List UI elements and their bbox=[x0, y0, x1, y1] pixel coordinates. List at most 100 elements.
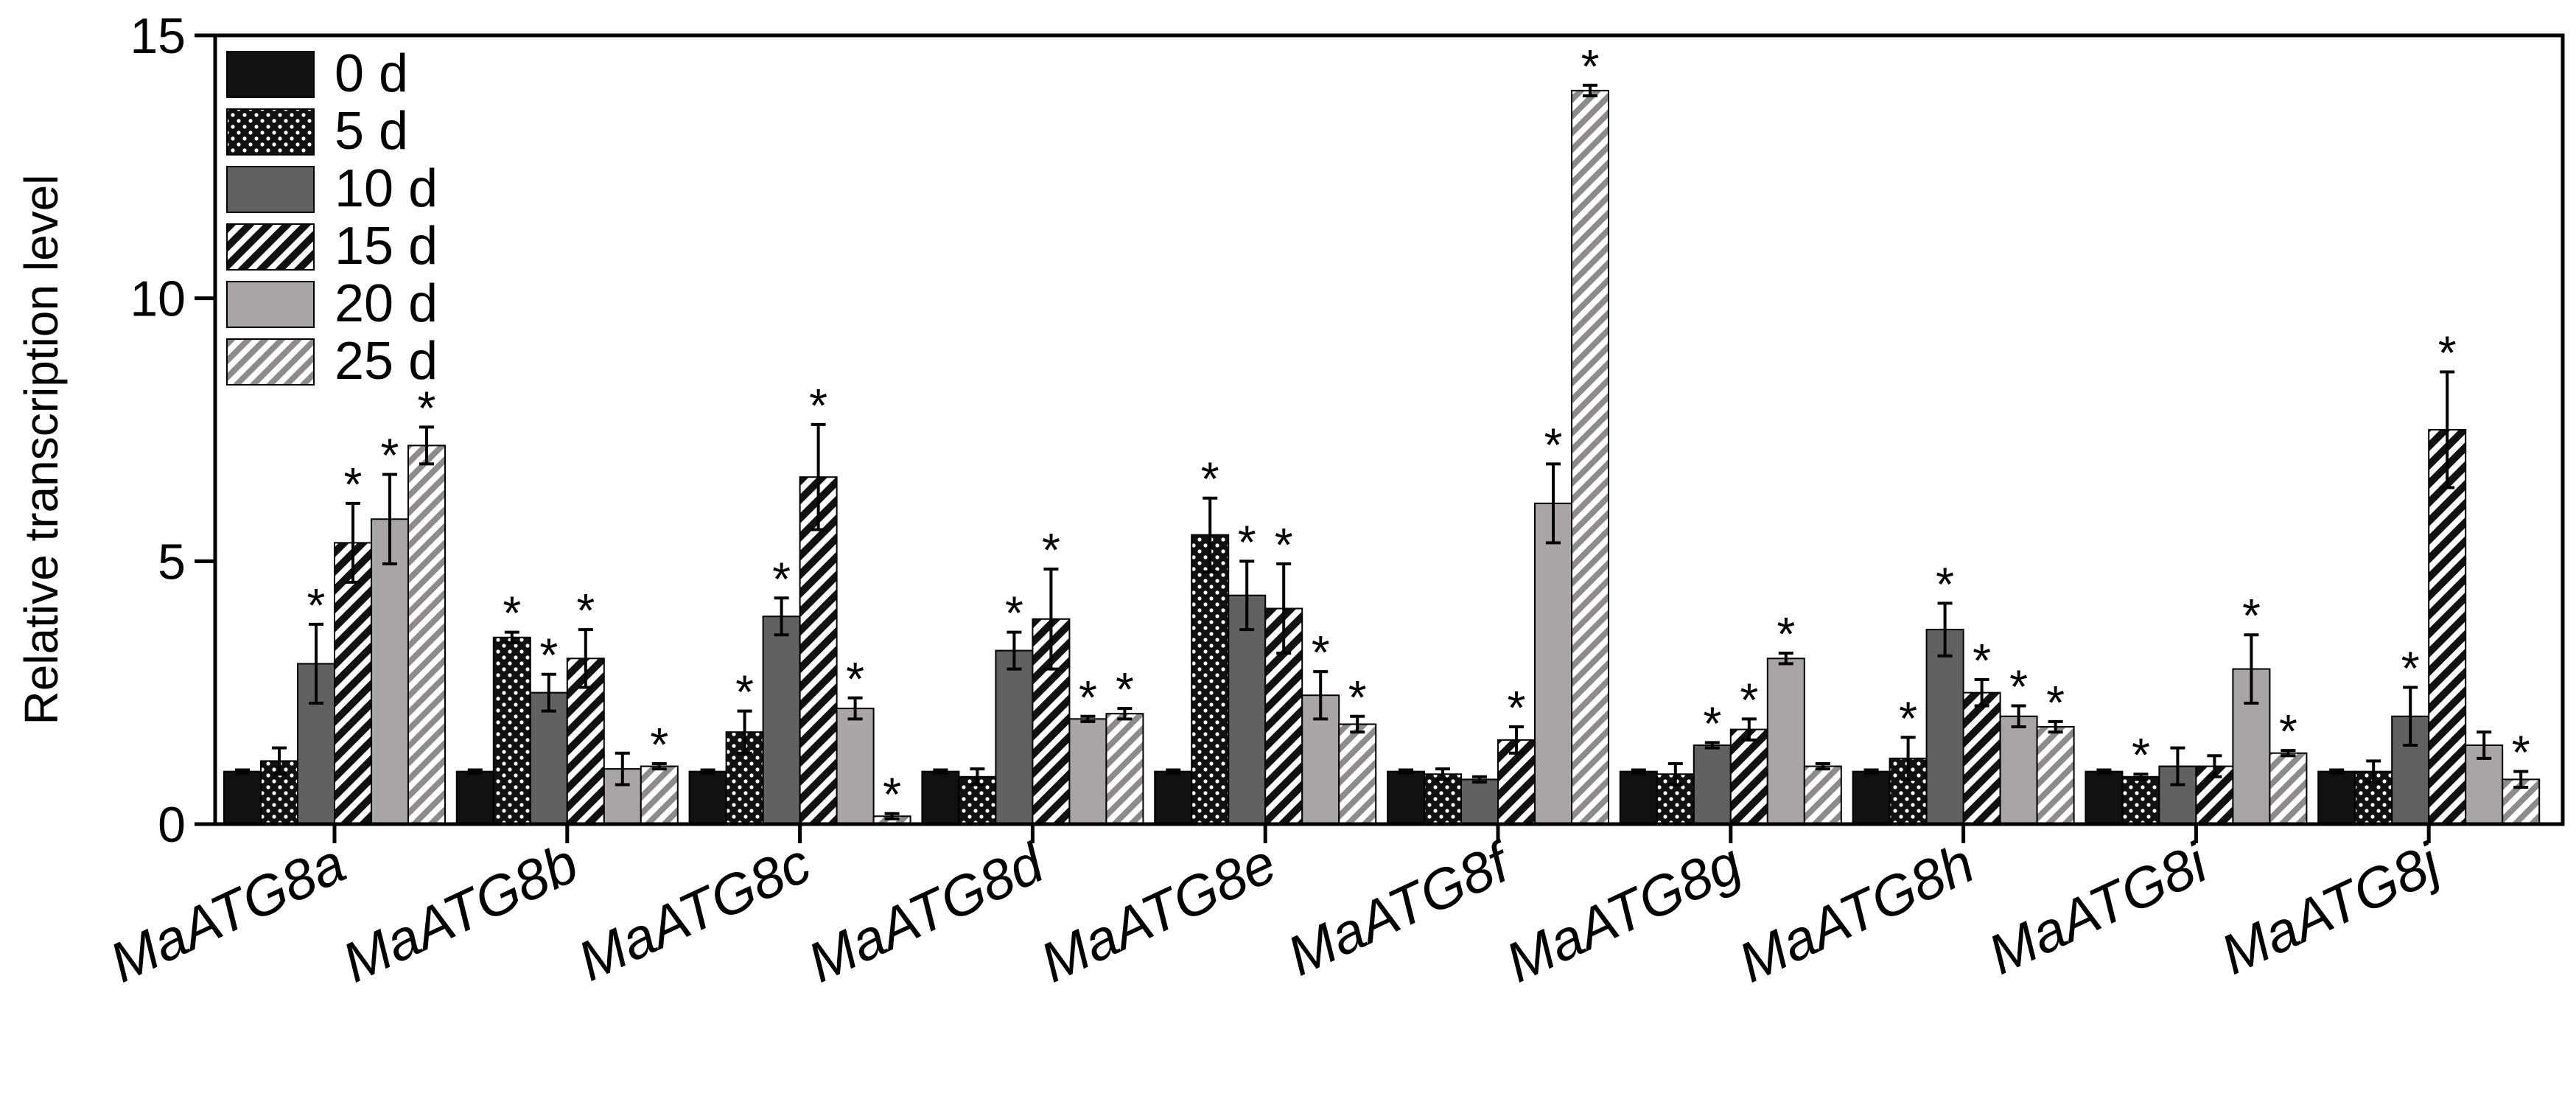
legend-label-15d: 15 d bbox=[335, 217, 438, 276]
bar-MaATG8e-10d bbox=[1228, 594, 1267, 825]
error-bar-MaATG8g-25d bbox=[1815, 761, 1830, 771]
bar-MaATG8g-0d bbox=[1619, 770, 1658, 825]
legend-label-25d: 25 d bbox=[335, 332, 438, 391]
bar-MaATG8b-0d bbox=[455, 770, 494, 825]
bar-MaATG8i-25d bbox=[2269, 752, 2308, 826]
error-bar-MaATG8g-20d bbox=[1778, 652, 1793, 666]
x-tick-label-6: MaATG8g bbox=[1497, 831, 1751, 994]
x-tick-label-3: MaATG8d bbox=[799, 831, 1054, 994]
bar-MaATG8c-0d bbox=[688, 770, 727, 825]
y-tick-label-3: 15 bbox=[130, 8, 186, 64]
error-bar-MaATG8h-25d bbox=[2048, 719, 2063, 734]
error-bar-MaATG8a-15d bbox=[346, 501, 360, 584]
significance-mark-MaATG8a-20d: * bbox=[381, 429, 399, 482]
error-bar-MaATG8f-25d bbox=[1583, 83, 1597, 98]
y-tick-label-1: 5 bbox=[158, 534, 186, 590]
legend-swatch-10d bbox=[226, 166, 315, 213]
error-bar-MaATG8d-25d bbox=[1117, 707, 1133, 721]
error-bar-MaATG8e-0d bbox=[1166, 768, 1181, 775]
significance-mark-MaATG8c-5d: * bbox=[735, 666, 754, 719]
x-tick-label-9: MaATG8j bbox=[2212, 831, 2451, 986]
significance-mark-MaATG8i-25d: * bbox=[2279, 705, 2297, 758]
error-bar-MaATG8c-10d bbox=[774, 596, 789, 637]
significance-mark-MaATG8h-20d: * bbox=[2009, 660, 2028, 714]
x-tick-label-8: MaATG8i bbox=[1979, 831, 2218, 986]
legend-label-0d: 0 d bbox=[335, 44, 408, 103]
bar-MaATG8e-25d bbox=[1338, 723, 1377, 826]
bar-MaATG8f-25d bbox=[1571, 89, 1609, 825]
bar-MaATG8e-5d bbox=[1191, 534, 1230, 826]
significance-mark-MaATG8a-15d: * bbox=[344, 458, 363, 511]
significance-mark-MaATG8i-5d: * bbox=[2132, 728, 2150, 781]
bar-MaATG8g-15d bbox=[1729, 728, 1768, 825]
significance-mark-MaATG8h-5d: * bbox=[1899, 691, 1917, 744]
significance-mark-MaATG8e-20d: * bbox=[1312, 626, 1330, 679]
significance-mark-MaATG8c-15d: * bbox=[809, 379, 827, 432]
significance-mark-MaATG8a-25d: * bbox=[418, 381, 436, 434]
error-bar-MaATG8c-0d bbox=[700, 768, 715, 775]
error-bar-MaATG8f-5d bbox=[1435, 767, 1450, 781]
significance-mark-MaATG8h-25d: * bbox=[2046, 676, 2065, 729]
significance-mark-MaATG8e-15d: * bbox=[1275, 518, 1293, 571]
error-bars bbox=[235, 83, 2529, 820]
error-bar-MaATG8f-10d bbox=[1472, 775, 1487, 784]
bar-MaATG8g-10d bbox=[1693, 744, 1732, 825]
significance-mark-MaATG8c-20d: * bbox=[846, 652, 864, 705]
error-bar-MaATG8a-20d bbox=[382, 472, 397, 565]
significance-mark-MaATG8b-25d: * bbox=[650, 718, 668, 771]
x-tick-label-2: MaATG8c bbox=[569, 831, 820, 993]
bar-MaATG8h-20d bbox=[1999, 715, 2038, 825]
bar-MaATG8d-0d bbox=[921, 770, 960, 825]
bar-MaATG8h-10d bbox=[1925, 629, 1964, 825]
error-bar-MaATG8c-15d bbox=[811, 422, 826, 531]
significance-mark-MaATG8f-20d: * bbox=[1544, 418, 1563, 471]
error-bar-MaATG8g-10d bbox=[1704, 741, 1720, 750]
bar-MaATG8a-25d bbox=[407, 444, 446, 825]
error-bar-MaATG8i-25d bbox=[2281, 749, 2296, 758]
error-bar-MaATG8i-0d bbox=[2096, 768, 2112, 775]
error-bar-MaATG8a-5d bbox=[272, 746, 287, 776]
error-bar-MaATG8b-5d bbox=[504, 630, 519, 644]
legend-label-10d: 10 d bbox=[335, 159, 438, 218]
x-tick-label-5: MaATG8f bbox=[1278, 829, 1523, 988]
significance-mark-MaATG8b-5d: * bbox=[503, 587, 521, 640]
bar-MaATG8h-25d bbox=[2036, 726, 2075, 825]
error-bar-MaATG8i-10d bbox=[2170, 746, 2185, 787]
error-bar-MaATG8c-20d bbox=[847, 696, 863, 721]
bar-MaATG8g-20d bbox=[1766, 658, 1805, 825]
significance-mark-MaATG8c-25d: * bbox=[883, 768, 901, 821]
x-tick-label-0: MaATG8a bbox=[100, 831, 354, 994]
bar-MaATG8f-20d bbox=[1534, 502, 1572, 825]
error-bar-MaATG8i-20d bbox=[2244, 633, 2259, 705]
y-tick-label-2: 10 bbox=[130, 271, 186, 327]
significance-mark-MaATG8d-15d: * bbox=[1042, 523, 1060, 576]
significance-mark-MaATG8a-10d: * bbox=[307, 579, 326, 632]
error-bar-MaATG8h-0d bbox=[1863, 768, 1879, 775]
significance-mark-MaATG8g-20d: * bbox=[1777, 607, 1795, 660]
error-bar-MaATG8h-20d bbox=[2011, 704, 2026, 729]
significance-mark-MaATG8d-10d: * bbox=[1005, 587, 1023, 640]
bar-MaATG8b-10d bbox=[529, 691, 568, 826]
error-bar-MaATG8a-0d bbox=[235, 768, 250, 775]
error-bar-MaATG8j-10d bbox=[2403, 686, 2418, 747]
bar-MaATG8a-15d bbox=[334, 542, 372, 825]
error-bar-MaATG8c-25d bbox=[884, 812, 900, 820]
error-bar-MaATG8e-5d bbox=[1203, 496, 1218, 573]
bar-MaATG8i-0d bbox=[2085, 770, 2124, 825]
error-bar-MaATG8a-10d bbox=[309, 622, 323, 705]
legend-swatch-20d bbox=[226, 281, 315, 328]
error-bar-MaATG8e-10d bbox=[1239, 559, 1255, 632]
bar-MaATG8f-10d bbox=[1460, 778, 1499, 826]
error-bar-MaATG8b-10d bbox=[541, 672, 556, 713]
bar-MaATG8h-0d bbox=[1852, 770, 1891, 825]
legend-label-20d: 20 d bbox=[335, 274, 438, 333]
y-axis-label: Relative transcription level bbox=[15, 175, 68, 725]
significance-mark-MaATG8e-5d: * bbox=[1201, 453, 1219, 506]
significance-mark-MaATG8d-25d: * bbox=[1116, 663, 1134, 716]
bar-MaATG8j-0d bbox=[2317, 770, 2356, 825]
significance-marks: * * * * * * * * * * * * * * * * * * * * * * * * * * * * * * * * * * * * * * * bbox=[307, 40, 2530, 821]
x-tick-label-1: MaATG8b bbox=[333, 831, 587, 994]
bar-MaATG8c-20d bbox=[836, 708, 875, 825]
error-bar-MaATG8d-20d bbox=[1080, 714, 1096, 723]
error-bar-MaATG8i-5d bbox=[2133, 773, 2149, 781]
